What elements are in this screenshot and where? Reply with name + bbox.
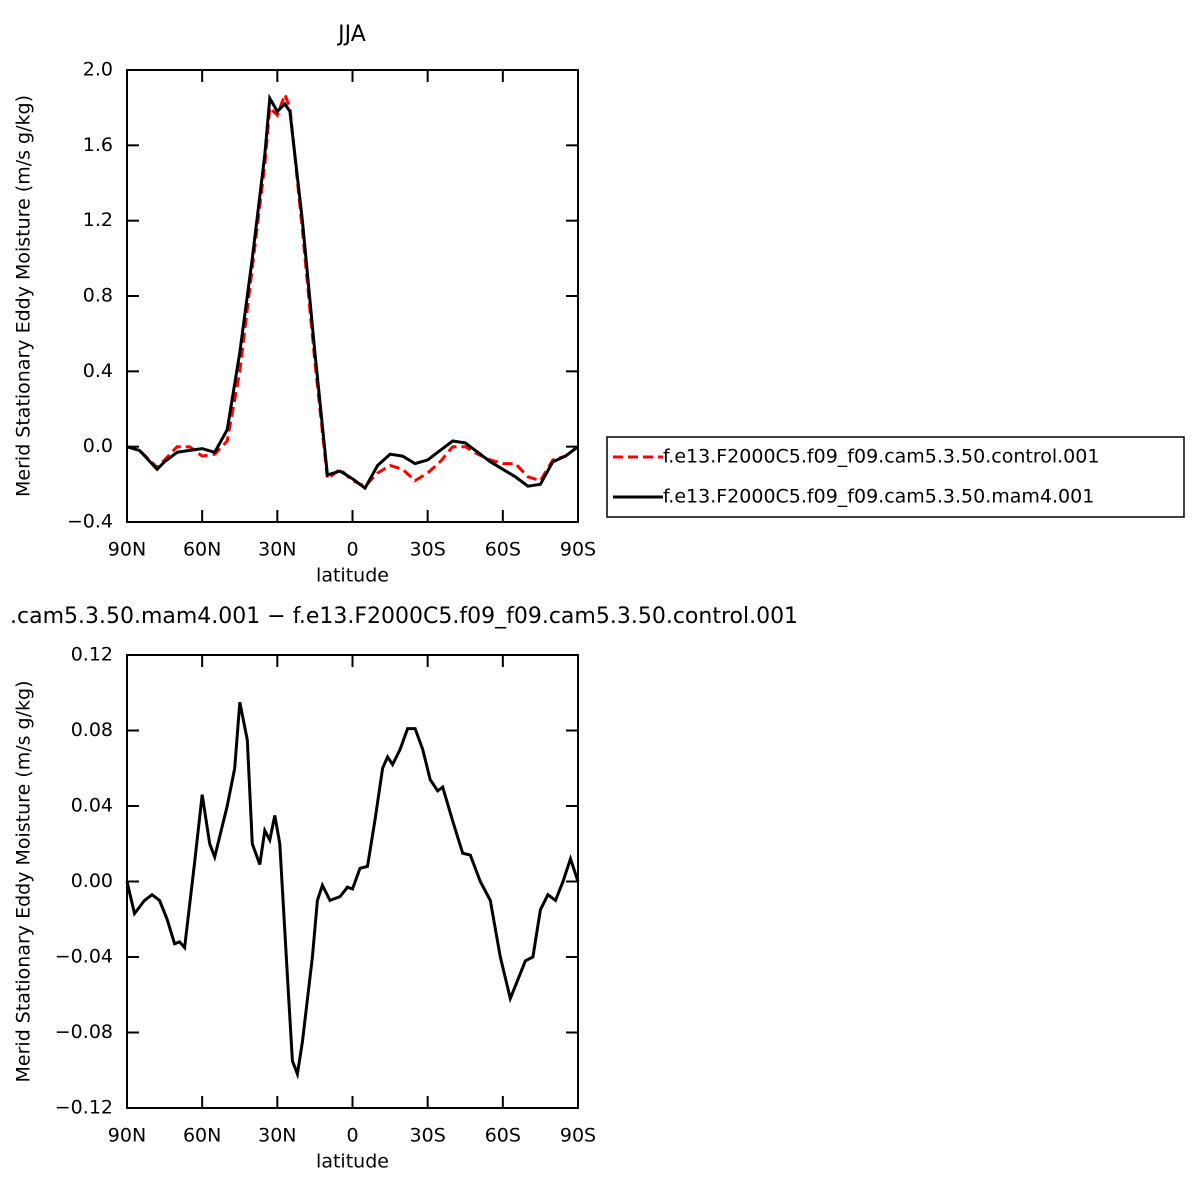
x-tick-label: 30N [258, 539, 296, 561]
y-tick-label: −0.04 [55, 946, 113, 968]
y-tick-label: 0.0 [83, 435, 113, 457]
x-axis-label: latitude [316, 1151, 389, 1173]
chart-title: .cam5.3.50.mam4.001 − f.e13.F2000C5.f09_… [10, 604, 798, 629]
y-tick-label: −0.4 [67, 511, 113, 533]
y-tick-label: 0.08 [71, 719, 113, 741]
x-tick-label: 90N [108, 1125, 146, 1147]
x-tick-label: 90S [560, 539, 596, 561]
y-tick-label: 0.4 [83, 360, 113, 382]
x-tick-label: 30N [258, 1125, 296, 1147]
x-tick-label: 60N [183, 539, 221, 561]
x-tick-label: 60S [485, 539, 521, 561]
x-tick-label: 30S [410, 1125, 446, 1147]
y-tick-label: 2.0 [83, 59, 113, 81]
x-tick-label: 30S [410, 539, 446, 561]
y-tick-label: 1.6 [83, 134, 113, 156]
y-axis-label: Merid Stationary Eddy Moisture (m/s g/kg… [13, 681, 35, 1083]
data-line [125, 701, 580, 1080]
x-tick-label: 90N [108, 539, 146, 561]
y-tick-label: 0.12 [71, 644, 113, 666]
legend-label: f.e13.F2000C5.f09_f09.cam5.3.50.mam4.001 [663, 486, 1094, 508]
x-tick-label: 0 [346, 539, 358, 561]
y-tick-label: 0.04 [71, 795, 113, 817]
x-tick-label: 60N [183, 1125, 221, 1147]
y-tick-label: 0.00 [71, 870, 113, 892]
y-tick-label: −0.08 [55, 1021, 113, 1043]
y-tick-label: 0.8 [83, 285, 113, 307]
data-line [126, 93, 579, 491]
y-tick-label: 1.2 [83, 209, 113, 231]
plot-frame [126, 69, 579, 523]
x-tick-label: 60S [485, 1125, 521, 1147]
legend-label: f.e13.F2000C5.f09_f09.cam5.3.50.control.… [663, 446, 1099, 468]
y-axis-label: Merid Stationary Eddy Moisture (m/s g/kg… [13, 95, 35, 497]
data-line [126, 90, 579, 489]
x-tick-label: 0 [346, 1125, 358, 1147]
plot-frame [126, 654, 579, 1109]
x-axis-label: latitude [316, 565, 389, 587]
y-tick-label: −0.12 [55, 1097, 113, 1119]
x-tick-label: 90S [560, 1125, 596, 1147]
legend-box [606, 436, 1185, 518]
chart-title: JJA [336, 22, 366, 47]
